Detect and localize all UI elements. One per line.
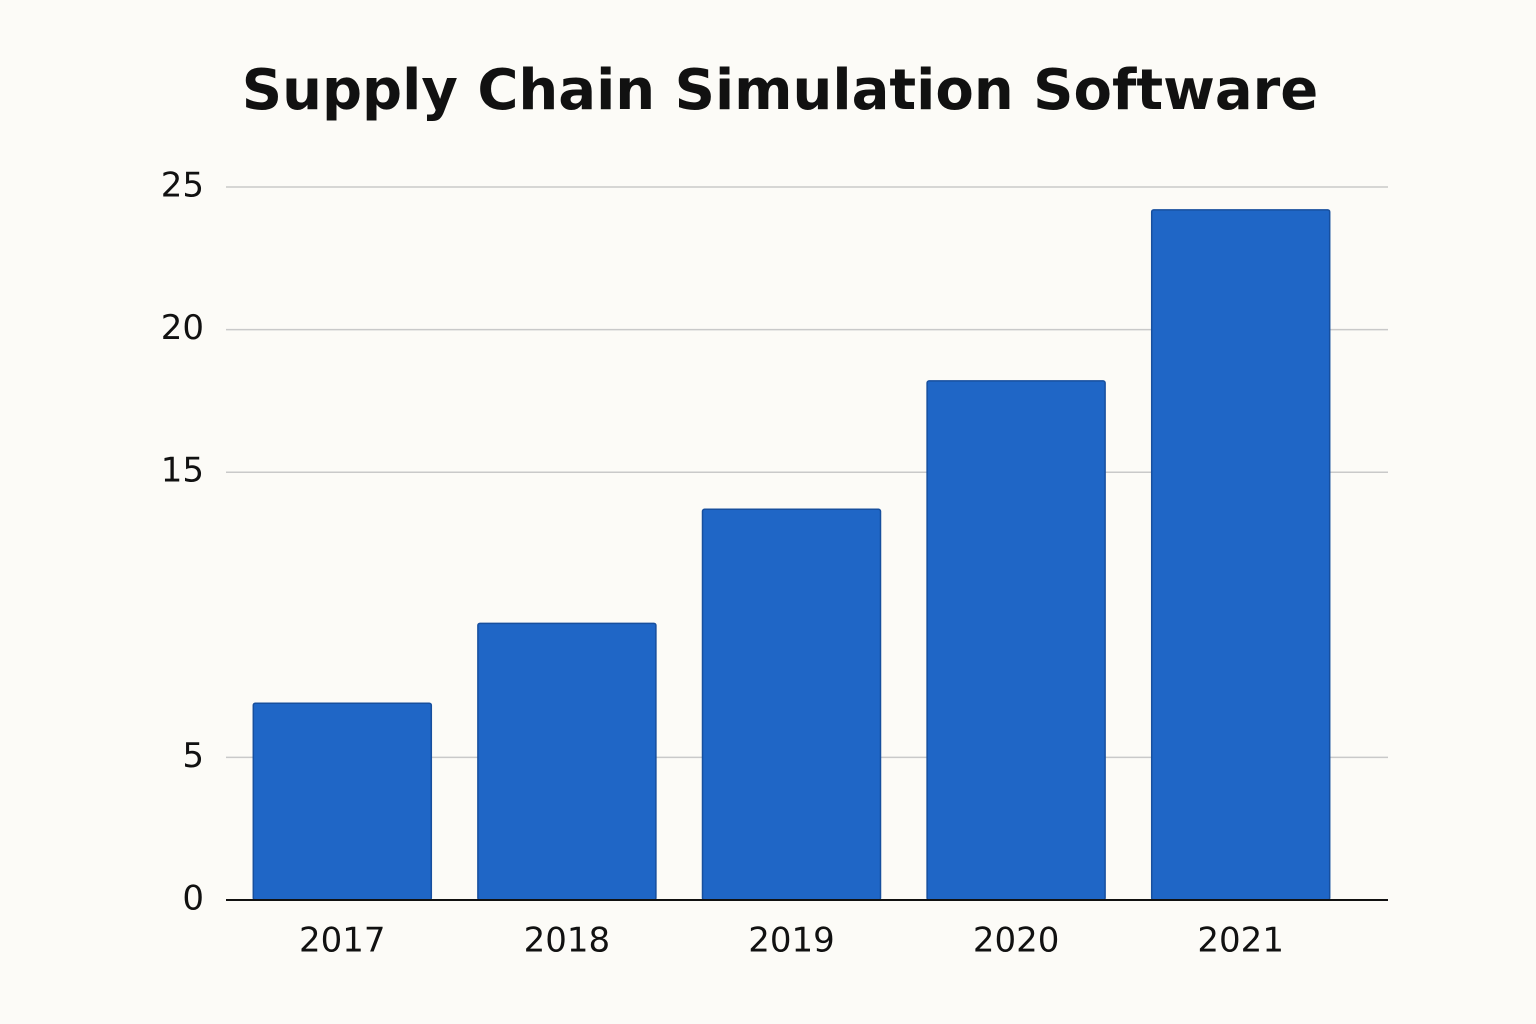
x-tick-label: 2021 [1197, 921, 1284, 961]
y-tick-label: 25 [161, 166, 204, 206]
x-tick-label: 2018 [524, 921, 611, 961]
y-tick-label: 15 [161, 451, 204, 491]
bar [701, 508, 882, 901]
bar [1150, 209, 1331, 901]
bar [926, 380, 1106, 901]
x-tick-label: 2019 [748, 921, 835, 961]
chart-title: Supply Chain Simulation Software [242, 58, 1318, 123]
y-tick-label: 5 [182, 736, 204, 776]
x-tick-label: 2020 [973, 921, 1060, 961]
y-tick-label: 20 [161, 308, 204, 348]
bar [252, 702, 433, 901]
bar [477, 622, 657, 901]
y-tick-label: 0 [182, 879, 204, 919]
x-tick-label: 2017 [299, 921, 386, 961]
